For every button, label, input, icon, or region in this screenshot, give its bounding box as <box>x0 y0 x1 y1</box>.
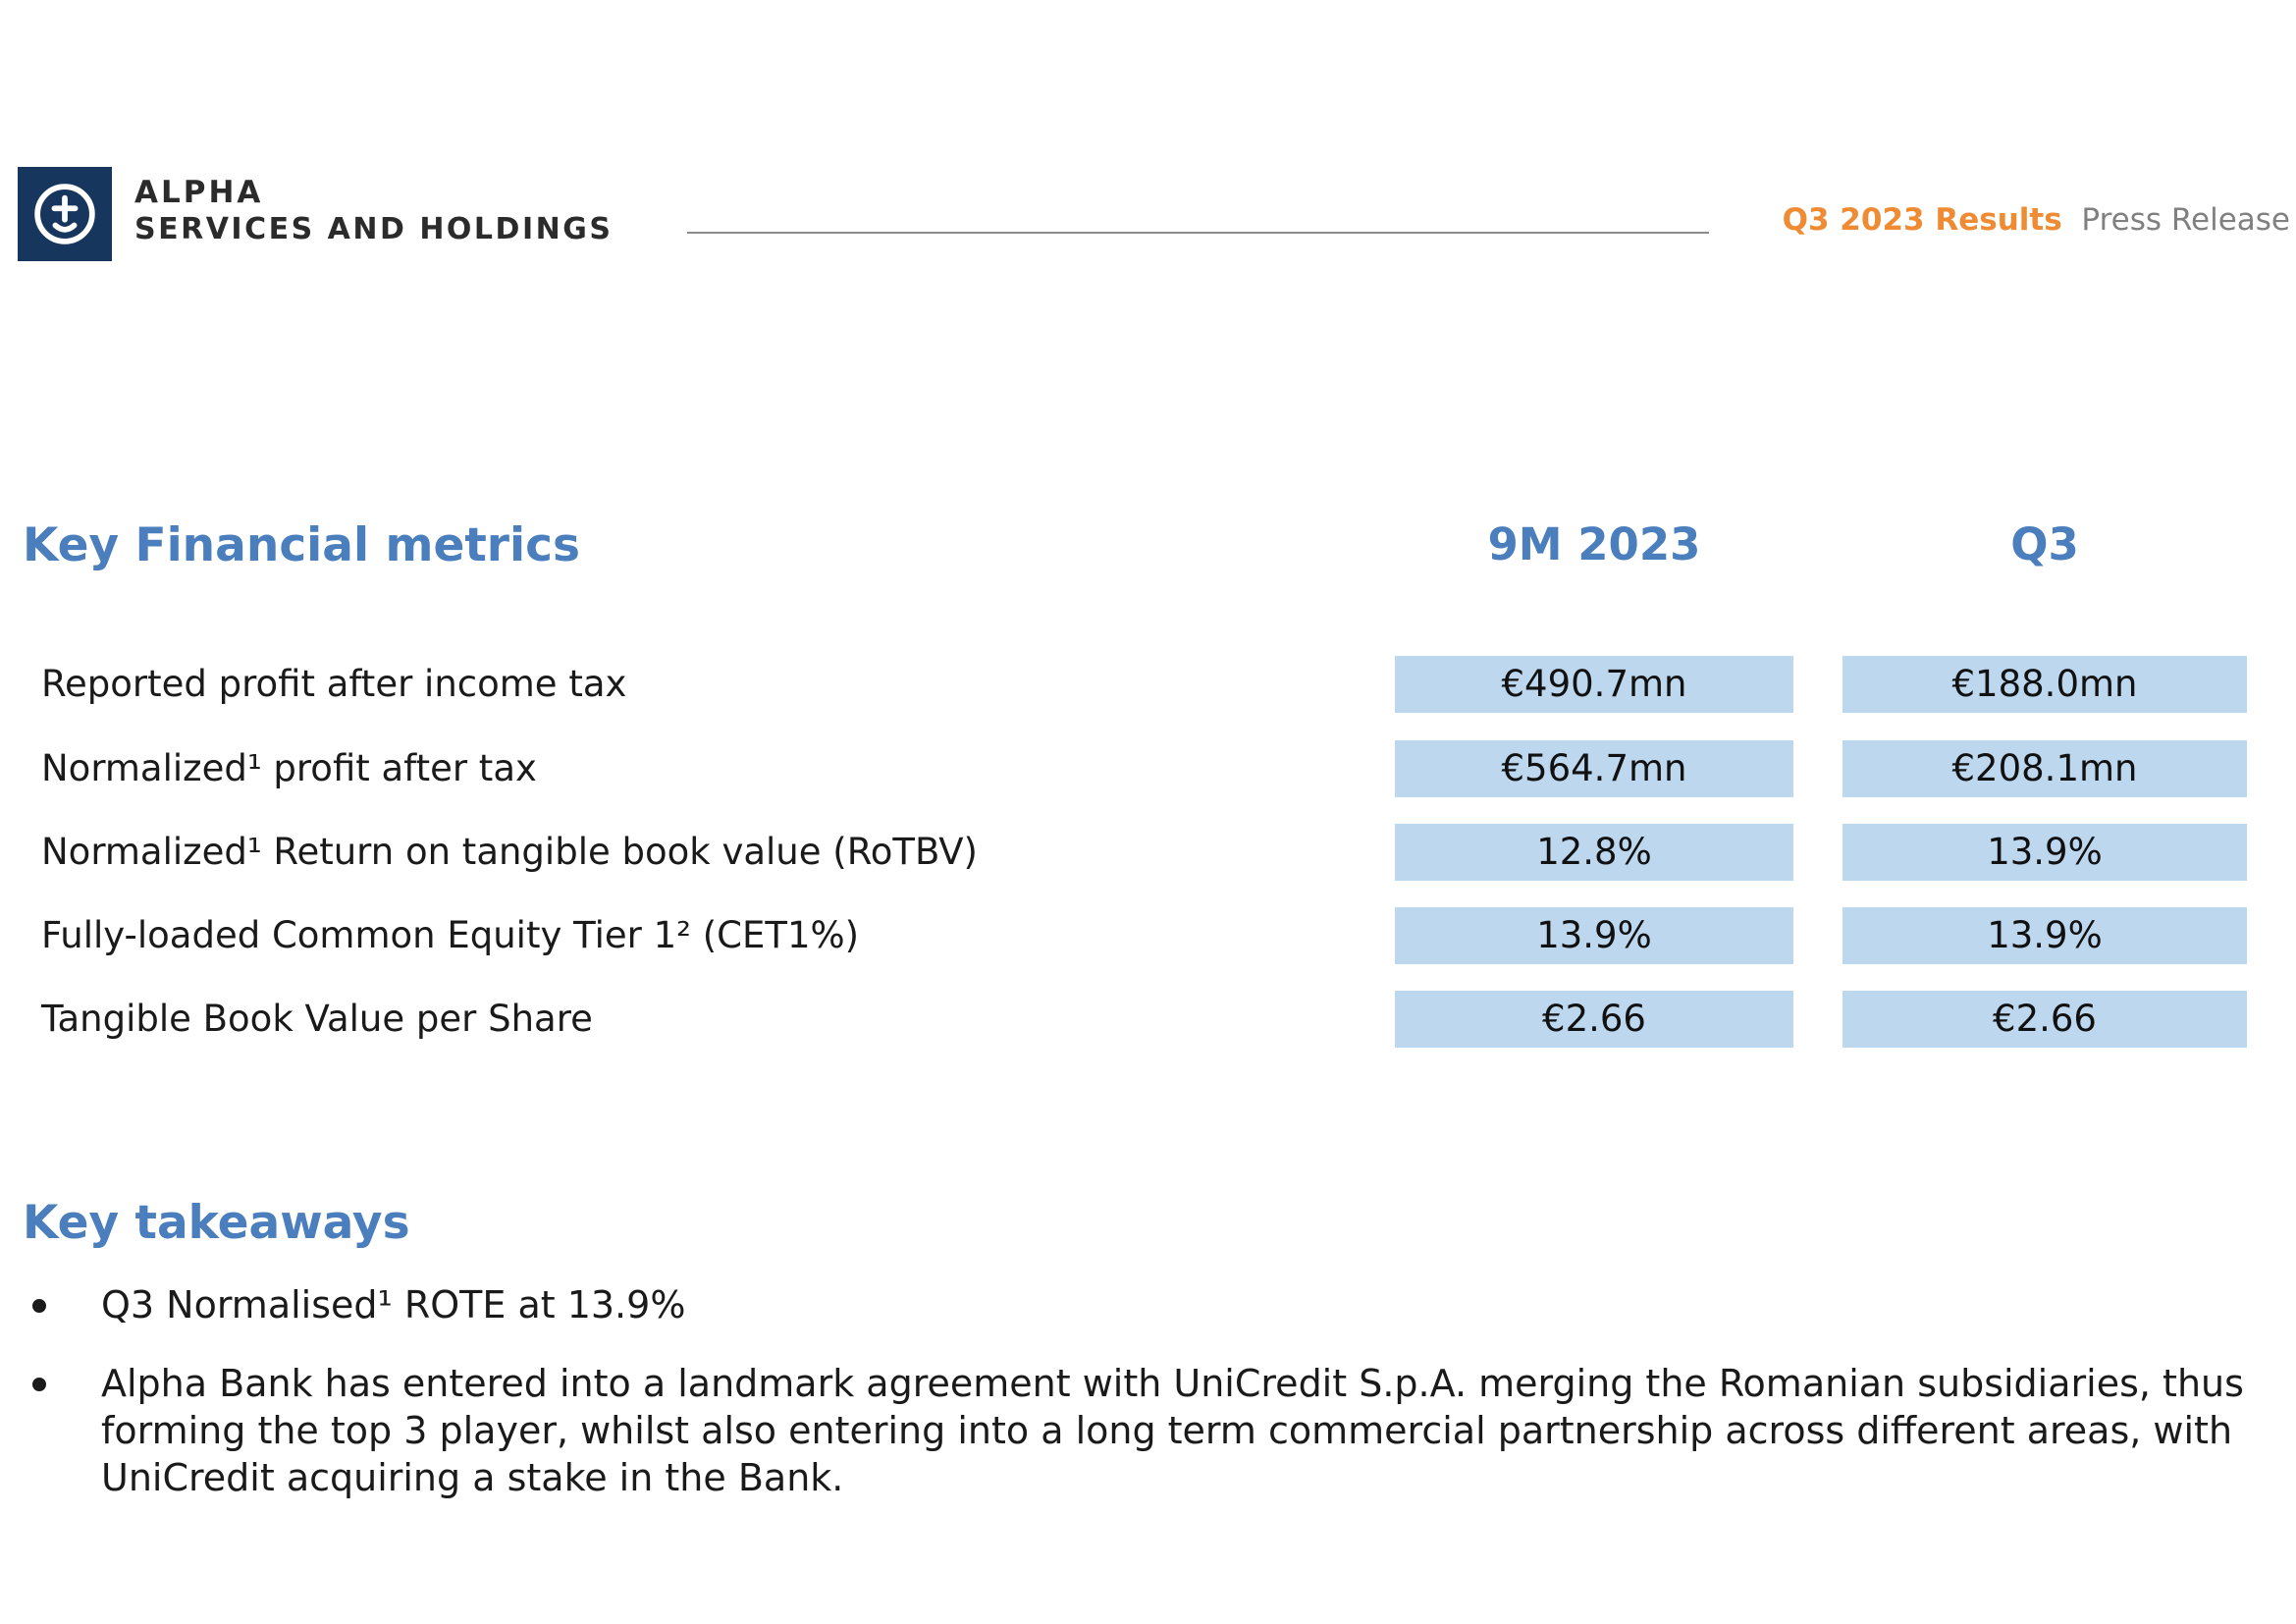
bullet-icon <box>32 1378 46 1391</box>
metric-value-cell: €208.1mn <box>1842 740 2247 797</box>
metric-label: Tangible Book Value per Share <box>41 998 593 1040</box>
metric-value-cell: 13.9% <box>1842 824 2247 881</box>
metric-value-cell: €188.0mn <box>1842 656 2247 713</box>
metric-label: Fully-loaded Common Equity Tier 1² (CET1… <box>41 914 860 956</box>
header-right: Q3 2023 Results Press Release <box>1783 202 2290 238</box>
logo-line2: SERVICES AND HOLDINGS <box>134 212 614 246</box>
metric-value-cell: €490.7mn <box>1395 656 1793 713</box>
metric-row: Tangible Book Value per Share €2.66 €2.6… <box>0 991 2296 1048</box>
logo-wordmark: ALPHA SERVICES AND HOLDINGS <box>134 178 613 244</box>
header-divider <box>687 232 1709 234</box>
metric-value-cell: €2.66 <box>1842 991 2247 1048</box>
takeaway-text: Alpha Bank has entered into a landmark a… <box>101 1362 2244 1499</box>
metric-label: Normalized¹ profit after tax <box>41 747 537 789</box>
metrics-section-title: Key Financial metrics <box>23 518 580 572</box>
metric-value-cell: €564.7mn <box>1395 740 1793 797</box>
metric-row: Fully-loaded Common Equity Tier 1² (CET1… <box>0 907 2296 964</box>
column-header-9m-2023: 9M 2023 <box>1487 518 1701 570</box>
press-release-label <box>2072 202 2082 238</box>
list-item: Alpha Bank has entered into a landmark a… <box>23 1360 2288 1501</box>
results-label: Q3 2023 Results <box>1782 202 2062 238</box>
takeaway-text: Q3 Normalised¹ ROTE at 13.9% <box>101 1283 686 1326</box>
metric-label: Reported profit after income tax <box>41 663 627 705</box>
metric-row: Normalized¹ profit after tax €564.7mn €2… <box>0 740 2296 797</box>
metric-row: Reported profit after income tax €490.7m… <box>0 656 2296 713</box>
metric-row: Normalized¹ Return on tangible book valu… <box>0 824 2296 881</box>
metric-value-cell: 13.9% <box>1842 907 2247 964</box>
metric-value-cell: 12.8% <box>1395 824 1793 881</box>
bullet-icon <box>32 1299 46 1313</box>
press-release-text: Press Release <box>2081 202 2290 238</box>
alpha-logo <box>18 167 112 261</box>
takeaways-section-title: Key takeaways <box>23 1196 410 1250</box>
logo-line1: ALPHA <box>134 175 264 210</box>
list-item: Q3 Normalised¹ ROTE at 13.9% <box>23 1281 2288 1328</box>
alpha-coin-icon <box>18 167 112 265</box>
metric-value-cell: 13.9% <box>1395 907 1793 964</box>
metric-value-cell: €2.66 <box>1395 991 1793 1048</box>
metric-label: Normalized¹ Return on tangible book valu… <box>41 831 978 873</box>
column-header-q3: Q3 <box>2010 518 2079 570</box>
